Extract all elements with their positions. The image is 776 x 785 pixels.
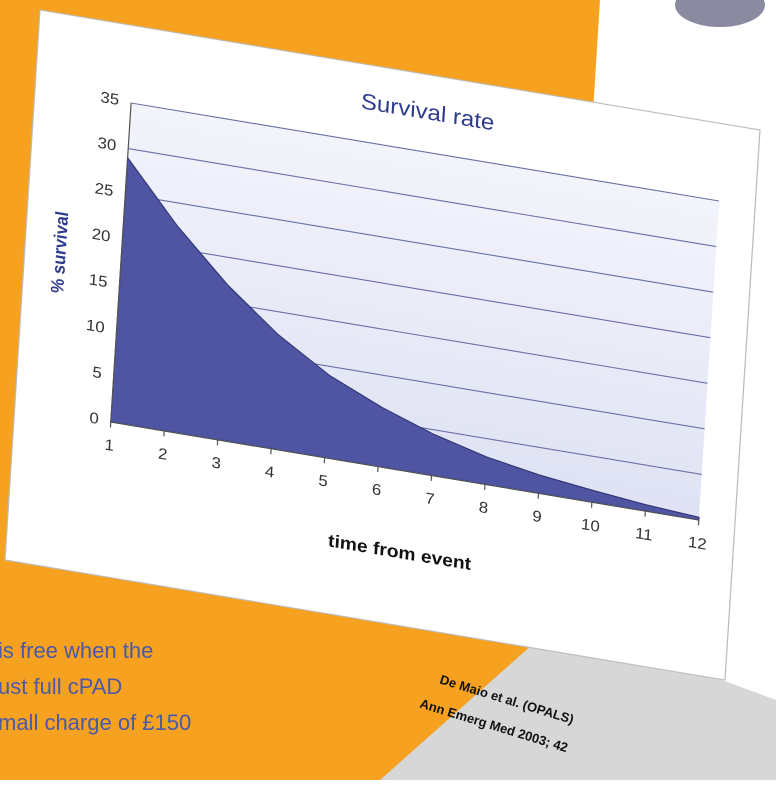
y-tick-label: 30 [97, 134, 117, 154]
y-tick-label: 5 [92, 364, 102, 383]
y-tick-label: 35 [100, 89, 120, 109]
x-tick-label: 8 [478, 499, 488, 518]
slide-line: ust full cPAD [0, 674, 122, 699]
x-tick-label: 9 [532, 507, 542, 526]
y-tick-label: 20 [91, 225, 111, 245]
slide: is free when the ust full cPAD mall charge… [0, 0, 776, 780]
x-tick-label: 10 [581, 516, 601, 536]
x-tick-label: 4 [264, 463, 274, 482]
y-tick-label: 25 [94, 180, 114, 200]
y-tick-label: 15 [88, 271, 108, 291]
y-tick-label: 10 [85, 317, 105, 337]
x-tick-label: 12 [687, 533, 707, 553]
x-tick-label: 5 [318, 472, 328, 491]
slide-line: is free when the [0, 638, 153, 663]
x-tick-label: 6 [371, 481, 381, 500]
x-tick-label: 2 [158, 445, 168, 464]
y-tick-label: 0 [89, 409, 99, 428]
slide-line: mall charge of £150 [0, 710, 191, 735]
x-tick-label: 1 [104, 436, 114, 455]
x-tick-label: 11 [635, 525, 654, 545]
x-tick-label: 3 [211, 454, 221, 473]
x-tick-label: 7 [425, 490, 435, 509]
